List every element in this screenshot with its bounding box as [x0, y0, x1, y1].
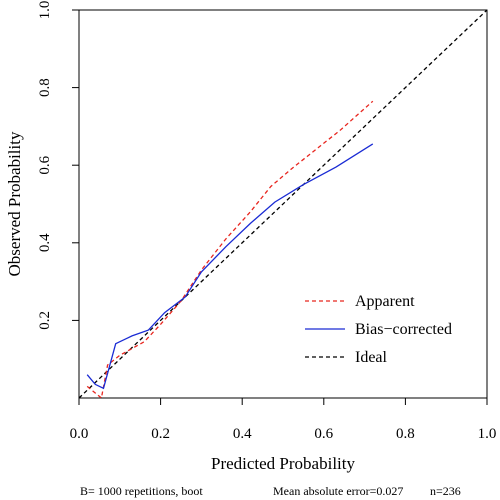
legend: Apparent Bias−corrected Ideal — [305, 293, 452, 366]
y-tick-label: 0.6 — [37, 155, 53, 174]
x-tick-group: 0.0 0.2 0.4 0.6 0.8 1.0 — [70, 398, 497, 442]
series-line-apparent — [86, 100, 374, 400]
x-tick-label: 0.0 — [70, 426, 89, 442]
plot-area — [78, 9, 488, 399]
x-tick-label: 1.0 — [478, 426, 497, 442]
footer-mae: Mean absolute error=0.027 — [273, 484, 403, 498]
series-line-bias-corrected — [86, 143, 374, 390]
y-tick-label: 0.8 — [37, 78, 53, 97]
legend-label: Bias−corrected — [355, 321, 452, 338]
x-tick-label: 0.2 — [151, 426, 170, 442]
y-tick-label: 0.4 — [37, 233, 53, 252]
x-axis-title: Predicted Probability — [211, 454, 356, 473]
y-tick-group: 0.2 0.4 0.6 0.8 1.0 — [37, 1, 79, 330]
legend-label: Apparent — [355, 293, 415, 310]
x-tick-label: 0.6 — [314, 426, 333, 442]
y-axis-title: Observed Probability — [5, 131, 24, 276]
series-line-ideal — [78, 9, 488, 399]
y-tick-label: 0.2 — [37, 311, 53, 330]
y-tick-label: 1.0 — [37, 1, 53, 20]
plot-frame — [78, 9, 488, 399]
x-tick-label: 0.8 — [396, 426, 415, 442]
x-tick-label: 0.4 — [233, 426, 252, 442]
footer-n: n=236 — [430, 484, 461, 498]
footer-repetitions: B= 1000 repetitions, boot — [80, 484, 203, 498]
series-layer — [78, 9, 488, 400]
legend-label: Ideal — [355, 349, 388, 366]
